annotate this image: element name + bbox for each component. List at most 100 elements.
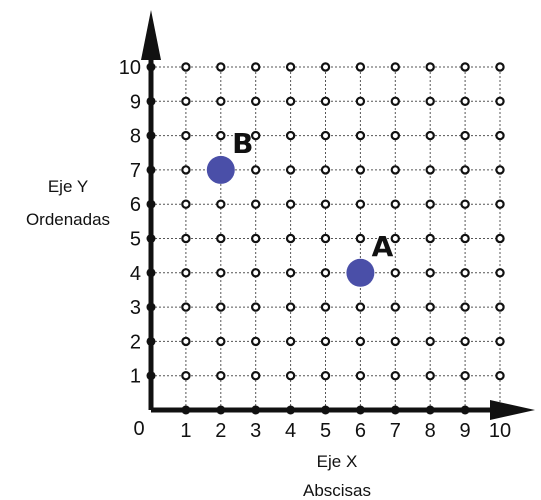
origin-label: 0	[133, 418, 144, 440]
y-tick-label: 6	[130, 194, 141, 216]
x-tick-label: 8	[425, 420, 436, 442]
grid-node	[460, 62, 470, 72]
grid-node	[250, 62, 261, 72]
grid-node	[355, 96, 366, 107]
grid-node	[250, 371, 261, 381]
tick-labels: 1 2 3 4 5 6 7 8 9 10 1 2 3 4 5 6 7 8 9 10	[119, 57, 511, 442]
grid-node	[285, 268, 296, 278]
x-axis-node	[251, 405, 261, 415]
x-tick-label: 3	[250, 420, 261, 442]
grid-node	[460, 96, 470, 107]
grid-node	[181, 62, 191, 72]
data-points: AB	[206, 127, 394, 287]
y-axis-node	[146, 234, 156, 243]
y-tick-label: 8	[130, 126, 141, 148]
grid-node	[495, 62, 505, 72]
grid-node	[425, 165, 435, 175]
point-b	[206, 155, 235, 184]
y-axis-node	[146, 96, 156, 106]
grid-node	[495, 130, 505, 141]
x-tick-label: 4	[285, 420, 296, 442]
grid-node	[320, 96, 331, 107]
y-tick-label: 9	[130, 91, 141, 113]
x-tick-label: 1	[180, 420, 191, 442]
grid-node	[390, 62, 400, 72]
grid-node	[181, 199, 191, 209]
grid-node	[495, 233, 505, 244]
grid-node	[495, 336, 505, 347]
grid-node	[390, 336, 400, 347]
grid-node	[425, 199, 435, 209]
y-tick-label: 3	[130, 297, 141, 319]
grid-node	[216, 96, 226, 107]
point-label-b: B	[232, 127, 253, 160]
x-tick-label: 6	[355, 420, 366, 442]
grid-node	[181, 233, 191, 244]
grid-node	[355, 233, 366, 244]
grid-node	[460, 336, 470, 347]
grid-node	[320, 233, 331, 244]
grid-node	[495, 268, 505, 278]
grid-node	[390, 233, 400, 244]
x-tick-label: 10	[489, 420, 511, 442]
grid-node	[285, 233, 296, 244]
grid-node	[216, 233, 226, 244]
grid-node	[390, 199, 400, 209]
x-axis-node	[390, 405, 400, 415]
x-axis-node	[181, 405, 191, 415]
grid-lines	[151, 66, 501, 410]
grid-node	[425, 336, 435, 347]
grid-node	[355, 336, 366, 347]
grid-node	[285, 165, 296, 175]
grid-node	[390, 165, 400, 175]
grid-node	[181, 302, 191, 312]
y-axis-node	[146, 199, 156, 209]
grid-node	[250, 165, 261, 175]
y-axis-node	[146, 371, 156, 381]
point-a	[346, 258, 375, 287]
y-tick-label: 4	[130, 263, 141, 285]
grid-node	[390, 96, 400, 107]
y-axis-node	[146, 302, 156, 312]
grid-node	[181, 165, 191, 175]
x-tick-label: 9	[460, 420, 471, 442]
grid-node	[181, 268, 191, 278]
grid-node	[250, 130, 261, 141]
grid-node	[425, 371, 435, 381]
x-axis-node	[286, 405, 296, 415]
grid-node	[216, 371, 226, 381]
x-axis-arrow-icon	[490, 400, 535, 420]
y-tick-label: 10	[119, 57, 141, 79]
y-axis-arrow-icon	[141, 10, 161, 60]
x-tick-label: 2	[215, 420, 226, 442]
grid-node	[355, 62, 366, 72]
y-axis-node	[146, 336, 156, 346]
grid-node	[181, 130, 191, 141]
grid-node	[250, 336, 261, 347]
grid-node	[355, 371, 366, 381]
y-axis-node	[146, 131, 156, 141]
grid-node	[320, 371, 331, 381]
grid-node	[216, 336, 226, 347]
grid-node	[390, 371, 400, 381]
x-tick-label: 5	[320, 420, 331, 442]
grid-node	[495, 96, 505, 107]
grid-node	[181, 96, 191, 107]
y-axis-title-line2: Ordenadas	[26, 210, 110, 229]
grid-node	[320, 302, 331, 312]
grid-node	[495, 199, 505, 209]
grid-node	[320, 130, 331, 141]
grid-node	[320, 62, 331, 72]
grid-node	[425, 268, 435, 278]
grid-node	[355, 165, 366, 175]
y-tick-label: 5	[130, 229, 141, 251]
grid-node	[425, 302, 435, 312]
grid-node	[460, 268, 470, 278]
grid-node	[460, 233, 470, 244]
x-axis-title-line2: Abscisas	[303, 481, 371, 500]
grid-node	[425, 62, 435, 72]
grid-node	[181, 336, 191, 347]
grid-node	[320, 165, 331, 175]
axes	[141, 10, 535, 420]
